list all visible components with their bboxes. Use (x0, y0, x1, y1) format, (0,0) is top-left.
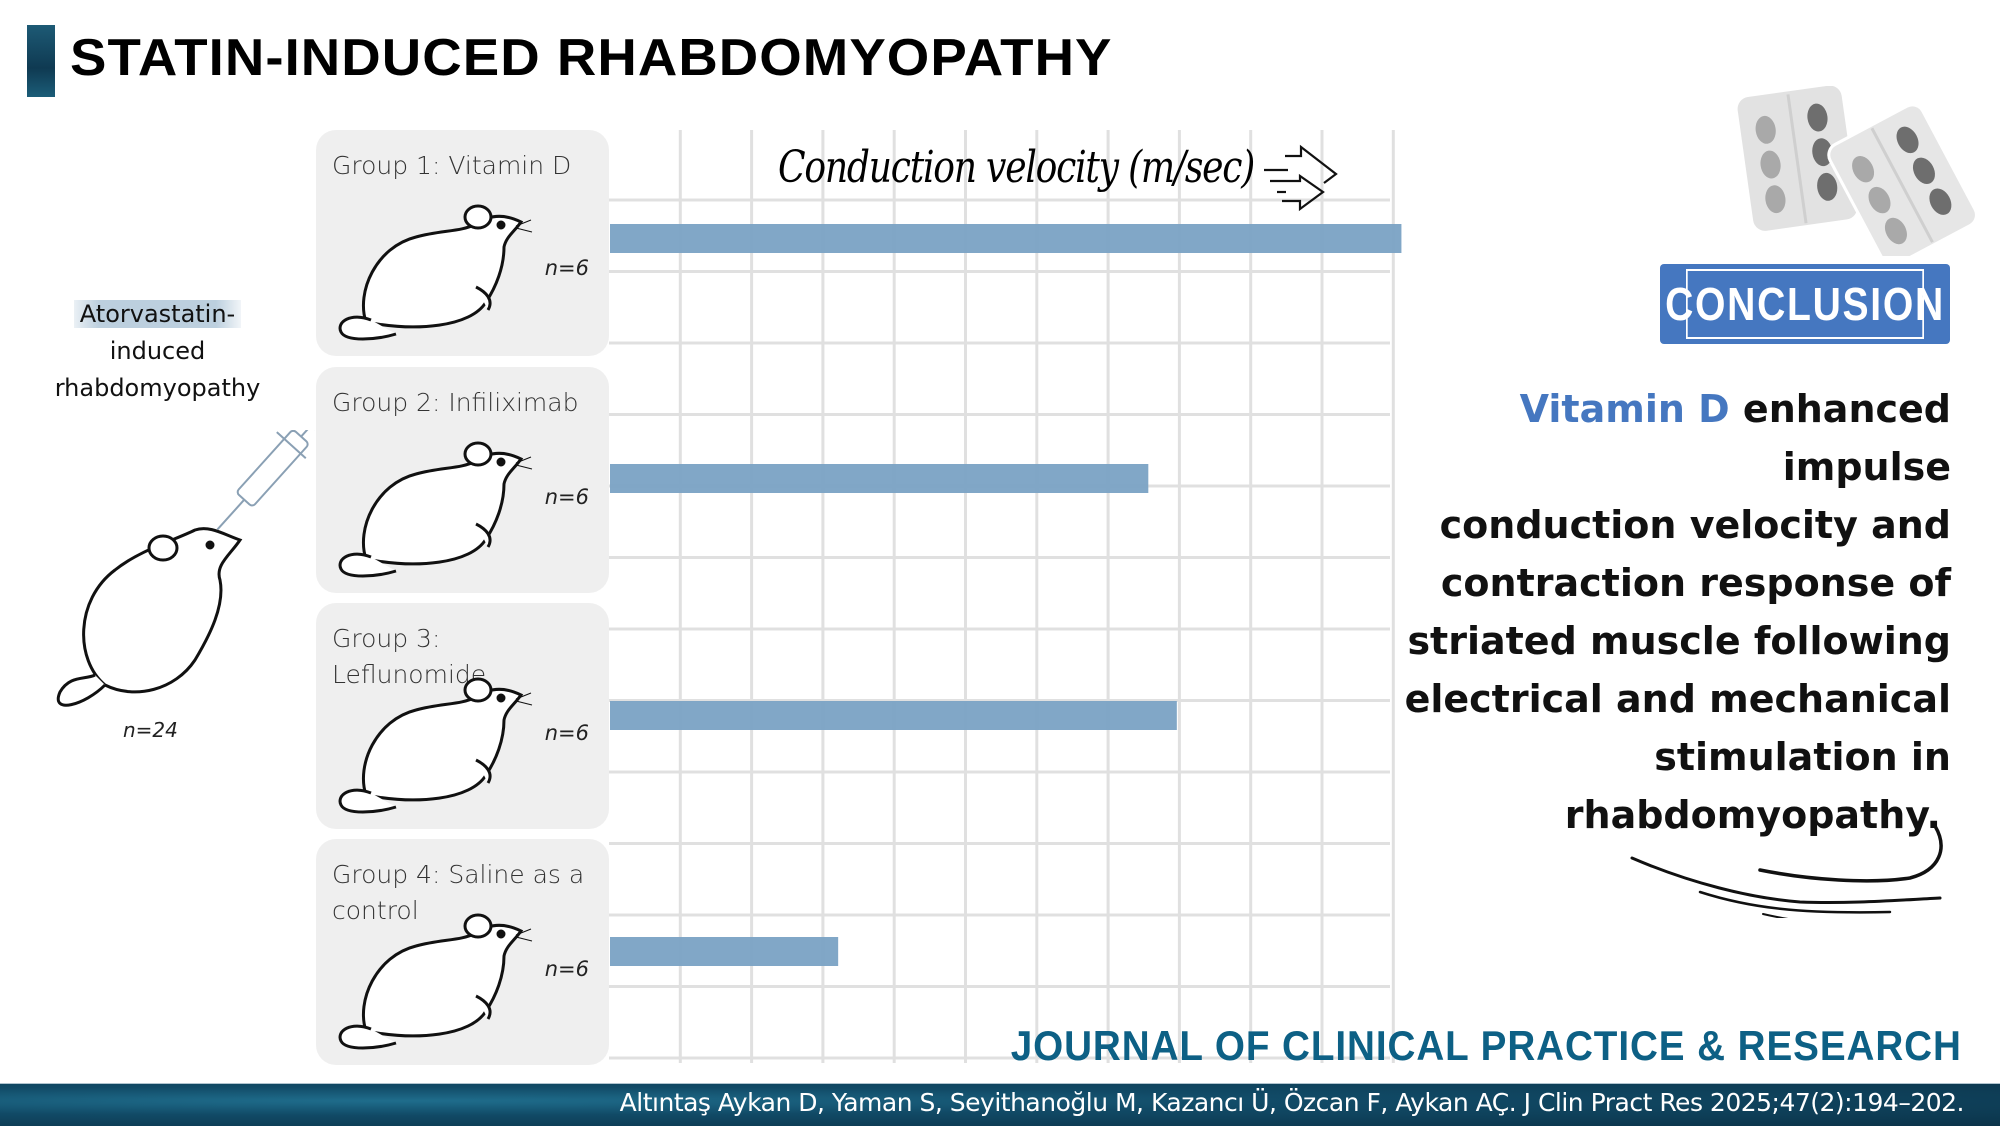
conclusion-line: striated muscle following (1407, 619, 1951, 663)
chart-bars (610, 224, 1402, 966)
group-card: Group 4: Saline as a control n=6 (316, 839, 609, 1065)
conclusion-line: electrical and mechanical (1404, 677, 1951, 721)
bar-3 (610, 701, 1177, 730)
conclusion-line: stimulation in (1654, 735, 1951, 779)
citation-footer: Altıntaş Aykan D, Yaman S, Seyithanoğlu … (0, 1083, 2000, 1126)
group-sample-size: n=6 (544, 957, 589, 981)
group-sample-size: n=6 (544, 721, 589, 745)
conclusion-line: enhanced impulse (1729, 387, 1951, 489)
group-label: Group 4: Saline as a control (332, 860, 585, 925)
group-card: Group 2: Infiliximab n=6 (316, 367, 609, 593)
group-sample-size: n=6 (544, 256, 589, 280)
group-label: Group 1: Vitamin D (332, 151, 572, 180)
title-accent-bar (27, 25, 55, 97)
group-card: Group 1: Vitamin D n=6 (316, 130, 609, 356)
conclusion-line: rhabdomyopathy. (1564, 793, 1941, 837)
rat-icon (338, 441, 533, 578)
rat-icon (338, 677, 533, 814)
group-sample-size: n=6 (544, 485, 589, 509)
model-label-highlight: Atorvastatin- (73, 300, 242, 328)
syringe-icon (216, 430, 315, 531)
group-card: Group 3: Leflunomide n=6 (316, 603, 609, 829)
arrow-right-icon (1264, 144, 1338, 212)
rat-syringe-illustration (56, 430, 315, 707)
pill-blister-icon (1737, 86, 1976, 256)
group-label: Group 2: Infiliximab (332, 388, 579, 417)
rat-icon (56, 527, 243, 707)
conclusion-text: Vitamin D enhanced impulse conduction ve… (1340, 380, 1951, 844)
x-axis-title: Conduction velocity (m/sec) (778, 142, 1255, 193)
model-label: Atorvastatin- induced rhabdomyopathy (30, 296, 285, 407)
group-label: Group 3: Leflunomide (332, 624, 487, 689)
model-label-line3: rhabdomyopathy (54, 374, 261, 402)
model-label-line2: induced (109, 337, 206, 365)
swoosh-decoration-icon (1630, 824, 1943, 918)
conclusion-badge: CONCLUSION (1660, 264, 1950, 344)
model-sample-size: n=24 (123, 718, 178, 742)
bar-1 (610, 224, 1402, 253)
conclusion-line: conduction velocity and (1439, 503, 1951, 547)
bar-2 (610, 464, 1149, 493)
conclusion-line: contraction response of (1440, 561, 1951, 605)
rat-icon (338, 204, 533, 341)
citation-text: Altıntaş Aykan D, Yaman S, Seyithanoğlu … (619, 1088, 1965, 1117)
bar-4 (610, 937, 839, 966)
conclusion-accent: Vitamin D (1519, 387, 1730, 431)
journal-name: JOURNAL OF CLINICAL PRACTICE & RESEARCH (1010, 1022, 1962, 1069)
chart-grid (609, 130, 1395, 1063)
page-title: STATIN-INDUCED RHABDOMYOPATHY (70, 29, 1113, 87)
conclusion-badge-label: CONCLUSION (1665, 269, 1943, 339)
rat-icon (338, 913, 533, 1050)
